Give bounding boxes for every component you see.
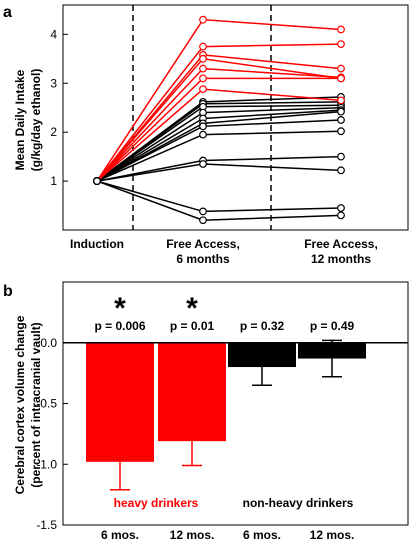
data-point (337, 211, 345, 220)
bar (158, 342, 226, 442)
panel-b-x-axis: 6 mos. 12 mos. 6 mos. 12 mos. (101, 528, 354, 540)
panel-a: a Mean Daily Intake (g/kg/day ethanol) 1… (3, 4, 409, 266)
data-point (199, 207, 207, 216)
significance-star: * (114, 292, 126, 325)
data-point (337, 166, 345, 175)
data-point (199, 54, 207, 63)
panel-b-ytick-label: -1.0 (36, 457, 57, 471)
panel-a-ytick-label: 1 (50, 174, 57, 188)
panel-a-category-label-2: 12 months (311, 252, 371, 266)
panel-a-y-axis: 1 2 3 4 (50, 27, 68, 188)
data-point (199, 122, 207, 131)
panel-a-series-heavy (93, 74, 345, 185)
significance-star: * (186, 292, 198, 325)
data-point (199, 160, 207, 168)
panel-a-series-nonheavy (93, 160, 345, 185)
p-value-label: p = 0.006 (94, 319, 145, 333)
group-label-nonheavy: non-heavy drinkers (243, 496, 354, 510)
data-point (199, 15, 207, 24)
bar (298, 342, 366, 359)
panel-b-category-label: 12 mos. (310, 528, 355, 540)
data-point (337, 107, 345, 116)
p-value-label: p = 0.49 (310, 319, 355, 333)
panel-a-series-heavy (93, 85, 345, 185)
data-point (337, 127, 345, 136)
panel-a-ytick-label: 4 (50, 27, 57, 41)
group-label-heavy: heavy drinkers (114, 496, 199, 510)
panel-b-category-label: 12 mos. (170, 528, 215, 540)
panel-a-series-nonheavy (93, 177, 345, 216)
data-point (199, 64, 207, 73)
data-point (199, 216, 207, 225)
panel-a-ytick-label: 3 (50, 76, 57, 90)
panel-a-ylabel-1: Mean Daily Intake (13, 69, 27, 170)
panel-letter-a: a (3, 4, 12, 21)
panel-b-category-label: 6 mos. (243, 528, 281, 540)
data-point (93, 177, 101, 185)
panel-a-ylabel-2: (g/kg/day ethanol) (29, 69, 43, 172)
data-point (337, 64, 345, 73)
panel-b-ytick-label: -0.5 (36, 397, 57, 411)
data-point (337, 74, 345, 83)
data-point (337, 152, 345, 161)
panel-a-series-nonheavy (93, 177, 345, 225)
panel-a-series-heavy (93, 15, 345, 185)
panel-b-ylabel-2: (percent of intracranial vault) (29, 322, 43, 487)
data-point (199, 42, 207, 51)
panel-b-category-label: 6 mos. (101, 528, 139, 540)
p-value-label: p = 0.01 (170, 319, 215, 333)
panel-a-category-label-2: 6 months (176, 252, 230, 266)
data-point (337, 96, 345, 105)
data-point (337, 204, 345, 212)
panel-b-y-axis: -1.5 -1.0 -0.5 0.0 (36, 336, 68, 532)
panel-a-category-label: Free Access, (166, 237, 240, 251)
panel-a-ytick-label: 2 (50, 125, 57, 139)
panel-letter-b: b (3, 283, 13, 300)
p-value-label: p = 0.32 (240, 319, 285, 333)
bar (86, 342, 154, 462)
data-point (337, 116, 345, 124)
panel-a-series-nonheavy (93, 107, 345, 185)
panel-a-series (93, 15, 345, 225)
panel-b-annotations: p = 0.006*p = 0.01*p = 0.32 p = 0.49heavy… (94, 292, 354, 510)
panel-b: b Cerebral cortex volume change (percent… (3, 281, 409, 540)
panel-b-bars (86, 339, 366, 491)
panel-a-category-label: Induction (70, 237, 124, 251)
data-point (337, 25, 345, 34)
panel-b-ytick-label: -1.5 (36, 518, 57, 532)
panel-b-ylabel-1: Cerebral cortex volume change (13, 315, 27, 494)
panel-b-ytick-label: 0.0 (40, 336, 57, 350)
data-point (337, 40, 345, 49)
data-point (199, 85, 207, 94)
panel-a-plot-frame (62, 4, 409, 231)
data-point (199, 130, 207, 139)
panel-a-category-label: Free Access, (304, 237, 378, 251)
data-point (199, 74, 207, 83)
